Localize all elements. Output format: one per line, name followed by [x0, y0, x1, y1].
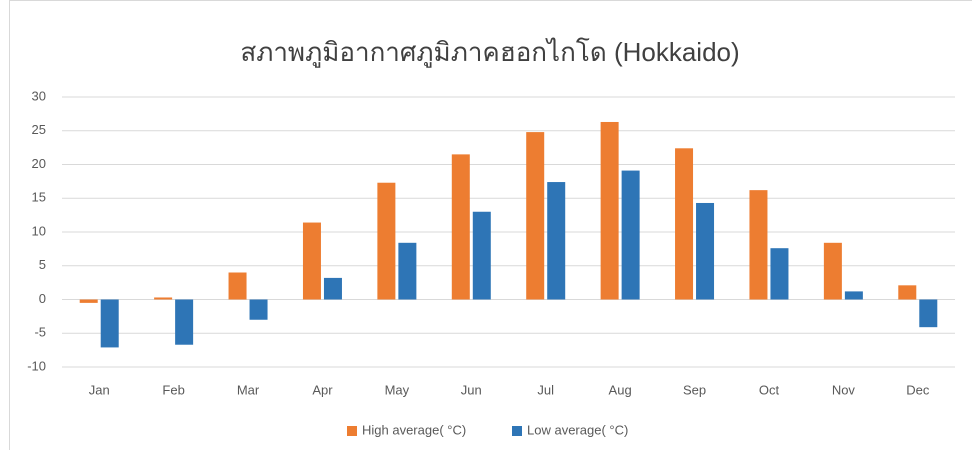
bar [770, 248, 789, 300]
bar [823, 242, 842, 300]
x-tick-label: Sep [683, 382, 706, 397]
bar [749, 190, 768, 300]
bar [228, 272, 247, 300]
y-tick-label: 30 [32, 88, 46, 103]
y-tick-label: 10 [32, 223, 46, 238]
bar [472, 211, 491, 300]
y-tick-label: 25 [32, 122, 46, 137]
x-tick-label: Oct [759, 382, 780, 397]
x-tick-label: Nov [832, 382, 856, 397]
bar [154, 297, 173, 300]
bar [600, 121, 619, 300]
legend-swatch [512, 426, 522, 436]
legend-label: High average( °C) [362, 422, 466, 437]
bar [377, 182, 396, 300]
bar [621, 170, 640, 300]
x-tick-label: Dec [906, 382, 930, 397]
legend-swatch [347, 426, 357, 436]
x-tick-label: Jun [461, 382, 482, 397]
x-tick-label: Aug [609, 382, 632, 397]
bar [100, 299, 119, 348]
x-tick-label: Apr [312, 382, 333, 397]
bar [844, 291, 863, 300]
bar [898, 285, 917, 300]
bar [323, 277, 342, 300]
bar [398, 242, 417, 300]
bar [302, 222, 321, 300]
legend-label: Low average( °C) [527, 422, 628, 437]
y-tick-label: -5 [34, 325, 46, 340]
y-tick-label: 0 [39, 291, 46, 306]
chart-title: สภาพภูมิอากาศภูมิภาคฮอกไกโด (Hokkaido) [240, 37, 739, 68]
bar [175, 299, 194, 345]
bar [526, 132, 545, 300]
x-tick-label: Mar [237, 382, 260, 397]
bar [79, 299, 98, 303]
y-tick-label: -10 [27, 358, 46, 373]
bar [451, 154, 470, 300]
x-tick-label: Jan [89, 382, 110, 397]
bar [249, 299, 268, 320]
y-tick-label: 20 [32, 156, 46, 171]
bar [675, 148, 694, 300]
y-tick-label: 15 [32, 190, 46, 205]
bar [696, 202, 715, 300]
x-tick-label: Feb [162, 382, 184, 397]
y-tick-label: 5 [39, 257, 46, 272]
bar [919, 299, 938, 328]
x-tick-label: May [385, 382, 410, 397]
x-tick-label: Jul [537, 382, 554, 397]
bar [547, 182, 566, 300]
